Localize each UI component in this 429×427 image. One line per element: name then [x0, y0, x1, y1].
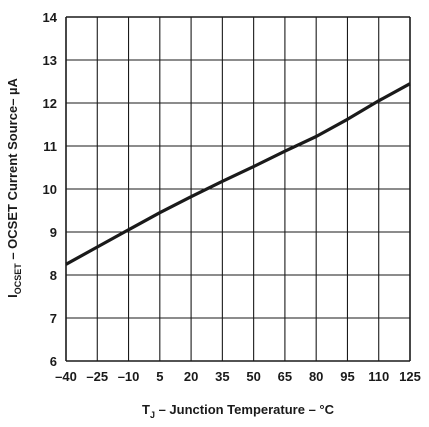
series — [65, 82, 411, 266]
y-axis-label: IOCSET – OCSET Current Source– µA — [5, 77, 23, 297]
y-tick-label: 9 — [50, 225, 57, 240]
x-tick-label: –10 — [118, 369, 140, 384]
x-axis-label: TJ – Junction Temperature – °C — [142, 402, 335, 420]
y-tick-label: 8 — [50, 268, 57, 283]
y-tick-labels: 6 7 8 9 10 11 12 13 14 — [43, 10, 58, 369]
y-axis-label-rest: – OCSET Current Source– µA — [5, 77, 20, 263]
y-tick-label: 11 — [43, 139, 57, 154]
grid — [65, 16, 411, 362]
x-tick-label: 50 — [246, 369, 260, 384]
y-tick-label: 6 — [50, 354, 57, 369]
series-line — [65, 82, 411, 266]
x-axis-label-main: T — [142, 402, 150, 417]
x-tick-label: 95 — [340, 369, 354, 384]
x-tick-label: 20 — [184, 369, 198, 384]
x-tick-label: 125 — [399, 369, 421, 384]
x-tick-label: 65 — [278, 369, 292, 384]
y-tick-label: 14 — [43, 10, 58, 25]
y-axis-label-main: I — [5, 294, 20, 298]
y-tick-label: 7 — [50, 311, 57, 326]
x-tick-label: 110 — [368, 369, 389, 384]
x-tick-label: 35 — [215, 369, 229, 384]
x-tick-label: –25 — [86, 369, 108, 384]
x-tick-label: 80 — [309, 369, 323, 384]
y-axis-label-sub: OCSET — [13, 263, 23, 295]
x-axis-label-sub: J — [150, 410, 155, 420]
x-axis-label-rest: – Junction Temperature – °C — [155, 402, 335, 417]
x-tick-label: –40 — [55, 369, 77, 384]
y-tick-label: 10 — [43, 182, 57, 197]
x-tick-labels: –40 –25 –10 5 20 35 50 65 80 95 110 125 — [55, 369, 421, 384]
y-tick-label: 12 — [43, 96, 57, 111]
x-tick-label: 5 — [156, 369, 163, 384]
y-tick-label: 13 — [43, 53, 57, 68]
